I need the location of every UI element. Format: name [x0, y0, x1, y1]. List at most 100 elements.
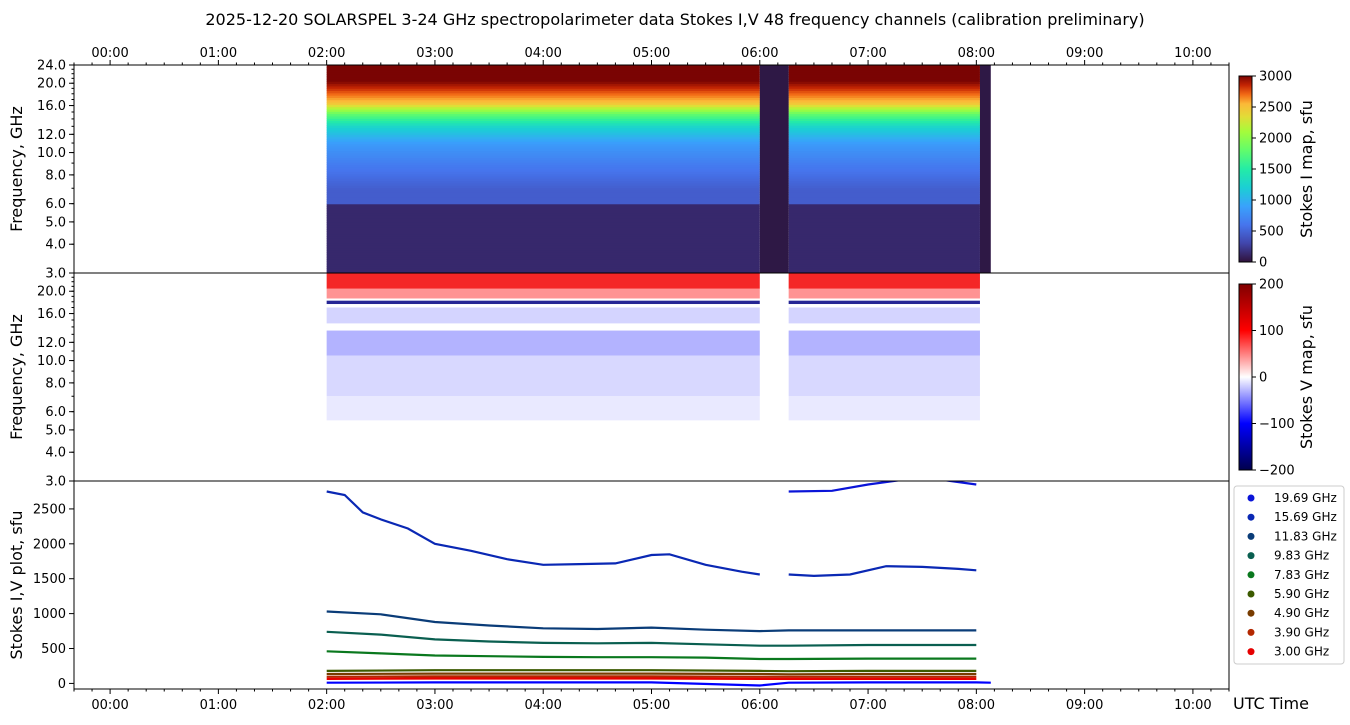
stokes-i-cell	[326, 65, 760, 68]
stokes-i-cell	[788, 111, 980, 115]
stokes-i-cell	[788, 231, 980, 235]
stokes-v-colorbar-label: Stokes V map, sfu	[1297, 305, 1316, 449]
colorbar-tick-label: 3000	[1259, 70, 1292, 85]
stokes-i-cell	[326, 134, 760, 138]
y-tick-label: 16.0	[37, 99, 66, 114]
stokes-i-cell	[788, 120, 980, 124]
stokes-i-cell	[788, 74, 980, 78]
x-tick-label-bottom: 05:00	[633, 698, 670, 713]
stokes-v-band	[326, 330, 760, 356]
legend-marker	[1247, 571, 1255, 579]
stokes-i-cell	[326, 199, 760, 202]
y-tick-label: 12.0	[37, 336, 66, 351]
stokes-i-cell	[788, 254, 980, 258]
stokes-i-cell	[326, 236, 760, 239]
y-axis-label-i: Frequency, GHz	[7, 106, 26, 232]
stokes-i-cell	[326, 268, 760, 272]
stokes-i-cell	[788, 95, 980, 98]
colorbar-tick-label: 100	[1259, 324, 1284, 339]
y-tick-label: 3.0	[45, 475, 66, 490]
stokes-i-cell	[788, 169, 980, 172]
stokes-v-band	[788, 330, 980, 356]
stokes-i-cell	[326, 201, 760, 205]
stokes-i-cell	[326, 159, 760, 163]
stokes-i-cell	[788, 164, 980, 168]
stokes-i-gap	[979, 65, 991, 273]
stokes-i-cell	[326, 233, 760, 237]
stokes-i-cell	[788, 148, 980, 152]
series-line-11-83-ghz	[326, 610, 977, 633]
stokes-i-cell	[326, 222, 760, 226]
stokes-i-cell	[788, 97, 980, 101]
series-line-5-90-ghz	[326, 669, 977, 673]
legend-label: 3.90 GHz	[1274, 625, 1329, 639]
colorbar-tick-label: 1500	[1259, 163, 1292, 178]
stokes-i-cell	[326, 180, 760, 184]
stokes-i-cell	[788, 233, 980, 237]
stokes-i-cell	[788, 249, 980, 253]
stokes-i-cell	[788, 115, 980, 119]
series-group	[326, 481, 991, 687]
stokes-i-cell	[326, 164, 760, 168]
series-line-9-83-ghz	[326, 630, 977, 647]
stokes-i-cell	[326, 247, 760, 251]
stokes-i-cell	[326, 245, 760, 249]
stokes-i-cell	[326, 129, 760, 133]
stokes-i-cell	[326, 141, 760, 145]
stokes-v-band	[326, 396, 760, 421]
stokes-v-band	[326, 355, 760, 397]
stokes-i-cell	[326, 261, 760, 265]
stokes-i-cell	[326, 81, 760, 85]
stokes-i-cell	[326, 108, 760, 112]
stokes-v-band	[788, 273, 980, 289]
stokes-v-band	[326, 273, 760, 289]
x-tick-label-bottom: 01:00	[200, 698, 237, 713]
stokes-i-cell	[326, 224, 760, 228]
stokes-i-cell	[326, 219, 760, 223]
legend-marker	[1247, 609, 1255, 617]
stokes-i-cell	[788, 247, 980, 251]
x-tick-label-bottom: 04:00	[524, 698, 561, 713]
stokes-i-cell	[326, 162, 760, 165]
axes-layer: 0 500 1000 1500 2000 2500 00:00 00:00 01:00 01:00…	[7, 46, 1230, 713]
x-tick-label-bottom: 03:00	[416, 698, 453, 713]
stokes-i-cell	[788, 108, 980, 112]
x-tick-label-bottom: 07:00	[849, 698, 886, 713]
stokes-i-cell	[326, 210, 760, 214]
colorbar-tick-label: −100	[1259, 417, 1295, 432]
stokes-i-cell	[326, 192, 760, 196]
stokes-i-cell	[326, 231, 760, 235]
stokes-i-cell	[326, 196, 760, 200]
legend-label: 5.90 GHz	[1274, 587, 1329, 601]
stokes-i-cell	[788, 217, 980, 221]
legend: 19.69 GHz 15.69 GHz 11.83 GHz 9.83 GHz 7.83 …	[1233, 485, 1345, 665]
x-tick-label-top: 07:00	[849, 46, 886, 61]
legend-label: 7.83 GHz	[1274, 568, 1329, 582]
stokes-i-cell	[788, 127, 980, 131]
x-tick-label-top: 02:00	[308, 46, 345, 61]
y-tick-label: 10.0	[37, 354, 66, 369]
stokes-i-cell	[326, 249, 760, 253]
stokes-i-cell	[788, 224, 980, 228]
legend-label: 4.90 GHz	[1274, 606, 1329, 620]
stokes-i-cell	[326, 122, 760, 126]
y-tick-label: 1000	[33, 607, 66, 622]
stokes-i-cell	[326, 155, 760, 159]
y-axis-label-v: Frequency, GHz	[7, 314, 26, 440]
stokes-i-cell	[788, 92, 980, 96]
stokes-i-cell	[788, 187, 980, 191]
stokes-i-cell	[788, 240, 980, 244]
x-tick-label-top: 10:00	[1174, 46, 1211, 61]
stokes-i-cell	[788, 122, 980, 126]
y-tick-label: 500	[41, 642, 66, 657]
stokes-i-cell	[326, 76, 760, 80]
stokes-i-cell	[326, 150, 760, 154]
stokes-i-cell	[326, 217, 760, 221]
stokes-i-cell	[788, 67, 980, 71]
y-tick-label: 8.0	[45, 168, 66, 183]
stokes-v-band	[326, 288, 760, 299]
stokes-i-cell	[788, 229, 980, 232]
stokes-i-cell	[326, 67, 760, 71]
stokes-i-cell	[326, 71, 760, 75]
stokes-i-cell	[326, 242, 760, 246]
